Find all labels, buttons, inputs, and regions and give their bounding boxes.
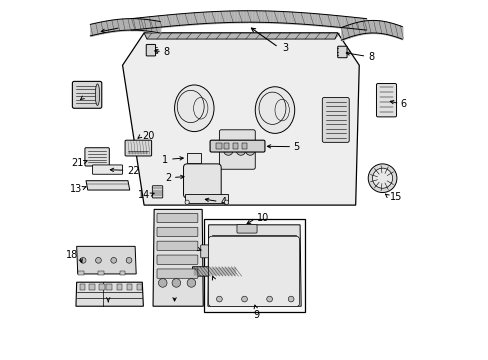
Text: 8: 8: [367, 52, 374, 62]
Circle shape: [158, 279, 167, 287]
Circle shape: [172, 279, 180, 287]
Circle shape: [367, 164, 396, 193]
FancyBboxPatch shape: [157, 213, 198, 223]
Bar: [99, 284, 104, 291]
Circle shape: [224, 200, 228, 204]
FancyBboxPatch shape: [146, 44, 155, 56]
FancyBboxPatch shape: [157, 227, 198, 237]
FancyBboxPatch shape: [92, 165, 122, 174]
Polygon shape: [153, 210, 203, 306]
Bar: [98, 271, 104, 275]
Bar: [204, 220, 304, 312]
Text: 18: 18: [66, 249, 78, 260]
Text: 15: 15: [389, 192, 401, 202]
Polygon shape: [185, 194, 228, 203]
Polygon shape: [86, 181, 129, 190]
FancyBboxPatch shape: [376, 84, 396, 117]
Text: 6: 6: [400, 99, 406, 109]
Text: 8: 8: [163, 46, 170, 57]
Circle shape: [241, 296, 247, 302]
Circle shape: [266, 296, 272, 302]
Text: 12: 12: [183, 243, 196, 253]
Text: 21: 21: [71, 158, 83, 168]
Bar: [80, 284, 85, 291]
Bar: [232, 143, 238, 149]
Text: 14: 14: [138, 190, 150, 200]
Ellipse shape: [174, 85, 214, 132]
Text: 19: 19: [75, 86, 87, 96]
FancyBboxPatch shape: [210, 140, 264, 152]
Text: 3: 3: [282, 43, 288, 53]
Text: 9: 9: [252, 310, 259, 320]
Text: 13: 13: [70, 184, 82, 194]
Text: 20: 20: [142, 131, 154, 140]
Circle shape: [184, 200, 189, 204]
FancyBboxPatch shape: [208, 236, 299, 307]
FancyBboxPatch shape: [322, 98, 348, 142]
FancyBboxPatch shape: [237, 225, 257, 233]
Bar: [106, 284, 112, 291]
Text: 5: 5: [293, 142, 299, 152]
Bar: [223, 143, 229, 149]
Text: 10: 10: [257, 213, 269, 223]
Circle shape: [216, 296, 222, 302]
Circle shape: [80, 257, 86, 263]
Text: 22: 22: [126, 166, 139, 176]
Circle shape: [372, 168, 392, 188]
Bar: [116, 284, 122, 291]
Polygon shape: [77, 246, 136, 274]
FancyBboxPatch shape: [183, 164, 221, 198]
FancyBboxPatch shape: [157, 269, 198, 278]
Bar: [78, 271, 84, 275]
Circle shape: [95, 257, 101, 263]
Circle shape: [287, 296, 293, 302]
Text: 2: 2: [165, 173, 171, 183]
Circle shape: [245, 146, 254, 155]
Polygon shape: [144, 33, 337, 39]
Text: 1: 1: [162, 155, 168, 165]
FancyBboxPatch shape: [125, 140, 151, 156]
Ellipse shape: [95, 84, 100, 105]
FancyBboxPatch shape: [219, 130, 255, 169]
Text: 16: 16: [102, 288, 114, 298]
FancyBboxPatch shape: [157, 241, 198, 251]
Circle shape: [126, 257, 132, 263]
FancyBboxPatch shape: [157, 255, 198, 264]
Bar: [187, 153, 201, 163]
Polygon shape: [76, 282, 143, 306]
FancyBboxPatch shape: [72, 81, 102, 108]
Circle shape: [187, 279, 195, 287]
Circle shape: [223, 146, 233, 155]
Bar: [89, 284, 95, 291]
Bar: [120, 271, 125, 275]
Bar: [137, 284, 142, 291]
Polygon shape: [122, 33, 359, 205]
Bar: [241, 143, 247, 149]
Polygon shape: [192, 267, 236, 276]
FancyBboxPatch shape: [85, 148, 109, 166]
Ellipse shape: [255, 87, 294, 134]
Polygon shape: [207, 225, 301, 306]
FancyBboxPatch shape: [201, 245, 208, 258]
Circle shape: [111, 257, 116, 263]
Text: 4: 4: [220, 197, 226, 207]
FancyBboxPatch shape: [337, 46, 346, 58]
Text: 11: 11: [168, 284, 181, 294]
Circle shape: [236, 146, 245, 155]
Text: 17: 17: [207, 281, 220, 291]
Bar: [126, 284, 132, 291]
Bar: [215, 143, 221, 149]
FancyBboxPatch shape: [152, 186, 163, 198]
Text: 7: 7: [123, 22, 130, 32]
